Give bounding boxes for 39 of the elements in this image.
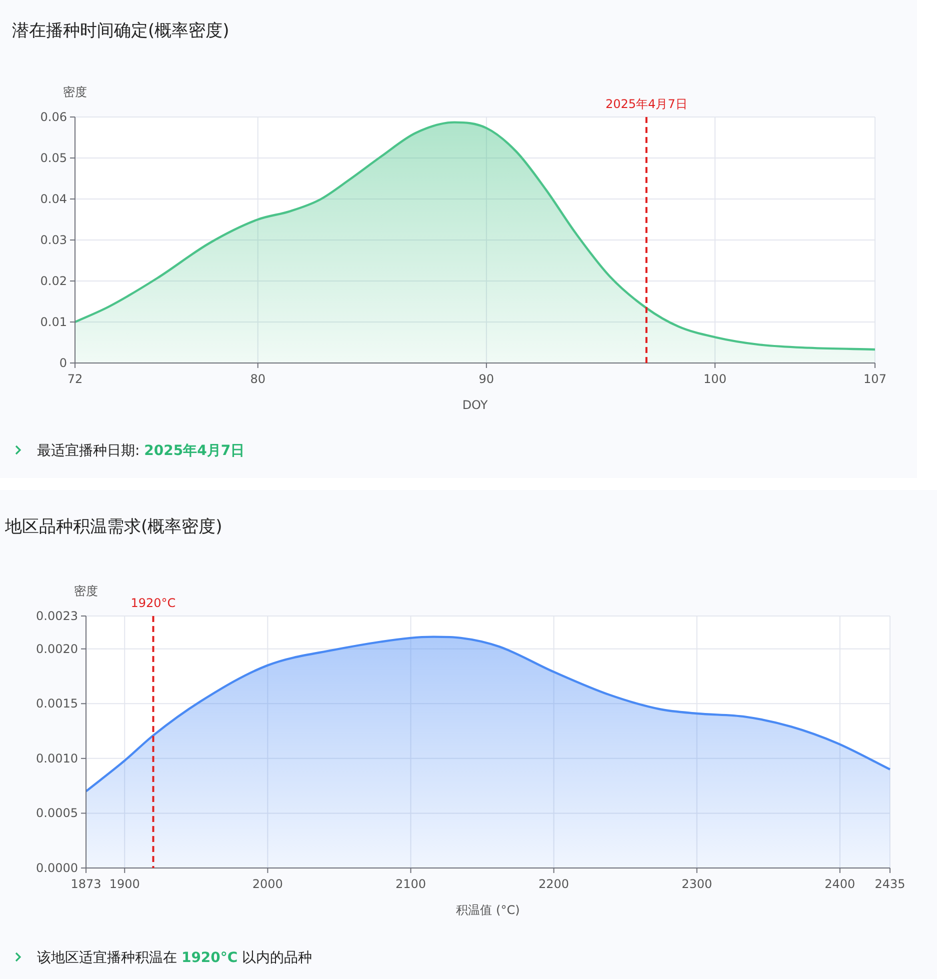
x-tick-label: 2000 (252, 877, 283, 891)
text: 该地区适宜播种积温在 (37, 950, 182, 966)
x-tick-label: 80 (250, 372, 266, 386)
y-tick-label: 0.0023 (36, 609, 78, 623)
y-tick-label: 0.0005 (36, 806, 78, 820)
y-tick-label: 0.01 (40, 315, 67, 329)
text: 1920°C (181, 950, 238, 966)
y-axis-title: 密度 (74, 584, 98, 598)
x-axis-title: 积温值 (°C) (456, 903, 520, 917)
x-tick-label: 2400 (824, 877, 856, 891)
chart-title: 地区品种积温需求(概率密度) (4, 517, 222, 537)
ref-line-label: 2025年4月7日 (606, 97, 688, 111)
x-tick-label: 1873 (70, 877, 102, 891)
x-tick-label: 72 (67, 372, 83, 386)
x-tick-label: 2300 (682, 877, 712, 891)
x-tick-label: 2100 (395, 877, 426, 891)
y-tick-label: 0.04 (40, 192, 67, 206)
y-tick-label: 0.0010 (36, 751, 78, 766)
y-tick-label: 0.0015 (36, 696, 78, 711)
text: 最适宜播种日期: (37, 443, 144, 459)
y-tick-label: 0.0000 (36, 861, 78, 875)
x-tick-label: 2200 (538, 877, 570, 891)
ref-line-label: 1920°C (130, 596, 176, 610)
y-tick-label: 0.05 (40, 151, 67, 165)
y-tick-label: 0.03 (40, 233, 67, 247)
y-tick-label: 0.0020 (36, 642, 78, 656)
text: 2025年4月7日 (144, 443, 245, 459)
x-tick-label: 1900 (109, 877, 140, 891)
chart-title: 潜在播种时间确定(概率密度) (12, 21, 230, 41)
x-axis-title: DOY (462, 398, 488, 412)
y-axis-title: 密度 (63, 85, 87, 99)
x-tick-label: 100 (704, 372, 726, 386)
x-tick-label: 107 (864, 372, 886, 386)
y-tick-label: 0 (59, 356, 67, 370)
y-tick-label: 0.06 (40, 110, 67, 124)
y-tick-label: 0.02 (40, 274, 67, 288)
x-tick-label: 2435 (874, 877, 906, 891)
x-tick-label: 90 (478, 372, 494, 386)
text: 以内的品种 (238, 950, 312, 966)
